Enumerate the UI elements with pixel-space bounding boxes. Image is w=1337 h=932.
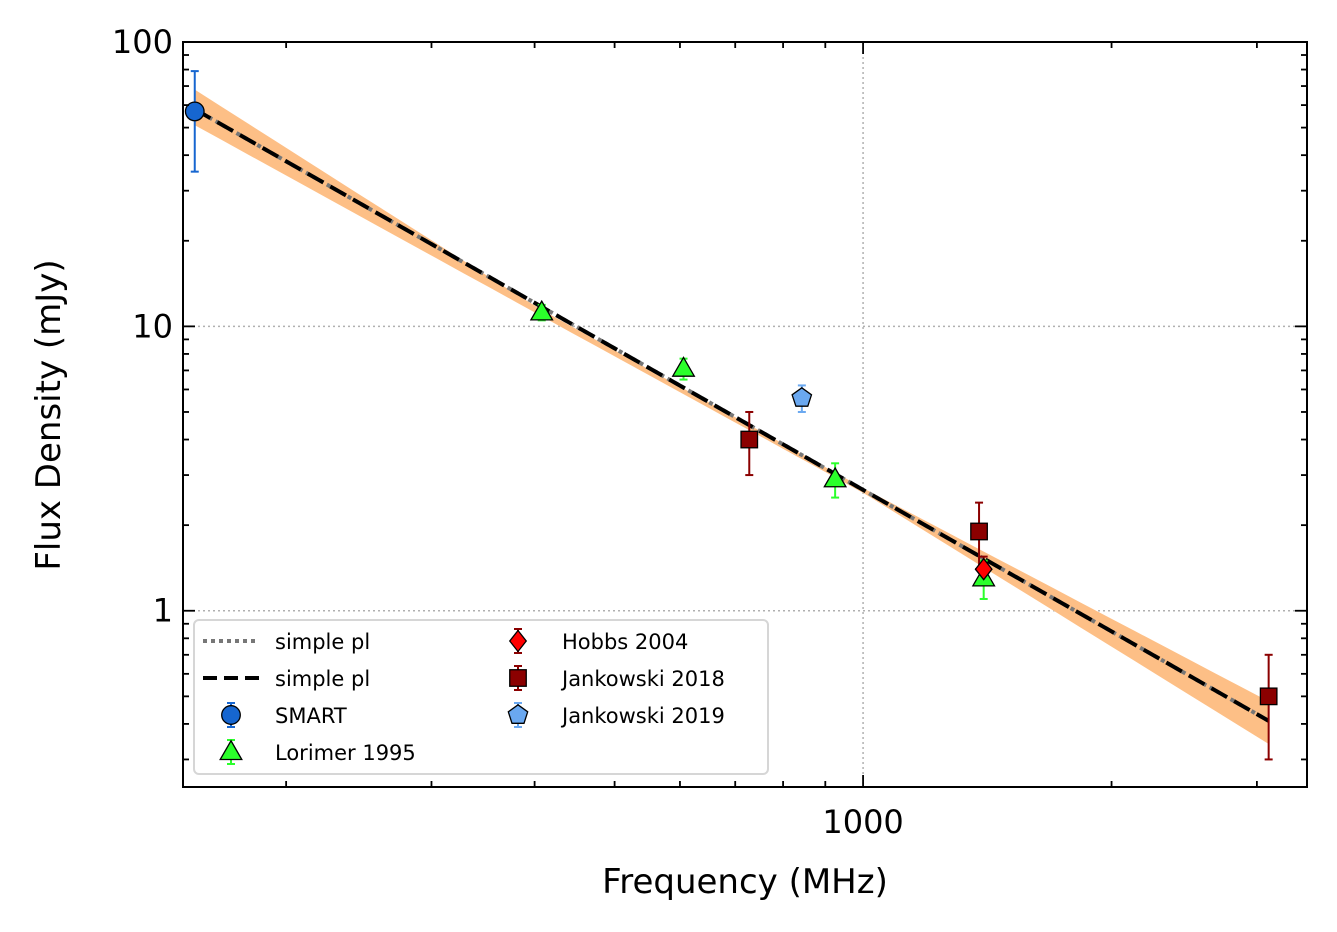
legend-item: Jankowski 2018: [509, 665, 725, 691]
legend-label: SMART: [275, 704, 347, 728]
y-tick-label: 100: [112, 23, 173, 61]
y-tick-label: 1: [153, 592, 173, 630]
error-bar-smart: [190, 70, 199, 173]
legend-label: simple pl: [275, 630, 370, 654]
legend-label: Lorimer 1995: [275, 741, 416, 765]
legend-marker: [507, 703, 529, 724]
data-point-jankowski-2018: [740, 430, 759, 449]
legend-item: simple pl: [203, 630, 370, 654]
fit-line-dashed: [193, 107, 1270, 723]
legend-marker: [219, 739, 243, 761]
axis-ticks: [183, 41, 1307, 787]
data-point-lorimer-1995: [529, 299, 554, 321]
legend-label: simple pl: [275, 667, 370, 691]
y-tick-label: 10: [132, 307, 173, 345]
legend-label: Jankowski 2019: [560, 704, 725, 728]
plot-frame: [182, 41, 1308, 788]
tick-labels: 1 10 100 1000: [112, 23, 904, 841]
data-point-hobbs-2004: [974, 557, 993, 581]
error-bar-jankowski-2018: [1264, 653, 1273, 761]
data-markers: [184, 101, 1278, 706]
legend-item: simple pl: [203, 667, 370, 691]
data-point-smart: [184, 101, 205, 122]
legend-marker: [508, 629, 528, 653]
legend-item: Jankowski 2019: [507, 702, 725, 728]
fit-lines: [193, 107, 1270, 723]
data-point-lorimer-1995: [823, 466, 848, 488]
legend-item: SMART: [221, 702, 347, 728]
legend-item: Hobbs 2004: [508, 628, 688, 654]
data-point-jankowski-2018: [970, 522, 988, 541]
data-point-lorimer-1995: [671, 356, 696, 377]
legend-label: Hobbs 2004: [562, 630, 688, 654]
y-axis-label: Flux Density (mJy): [29, 259, 69, 570]
legend-marker: [221, 705, 241, 725]
fit-line-dotted: [193, 107, 1270, 723]
legend-box: [193, 619, 769, 775]
legend-label: Jankowski 2018: [560, 667, 725, 691]
x-tick-label: 1000: [822, 803, 903, 841]
x-axis-label: Frequency (MHz): [602, 862, 888, 902]
legend: simple pl simple pl SMART Lorimer 1995 Hobbs…: [193, 619, 769, 775]
data-point-jankowski-2019: [791, 386, 813, 407]
legend-item: Lorimer 1995: [219, 739, 416, 765]
data-point-jankowski-2018: [1259, 687, 1278, 706]
legend-marker: [509, 669, 527, 687]
